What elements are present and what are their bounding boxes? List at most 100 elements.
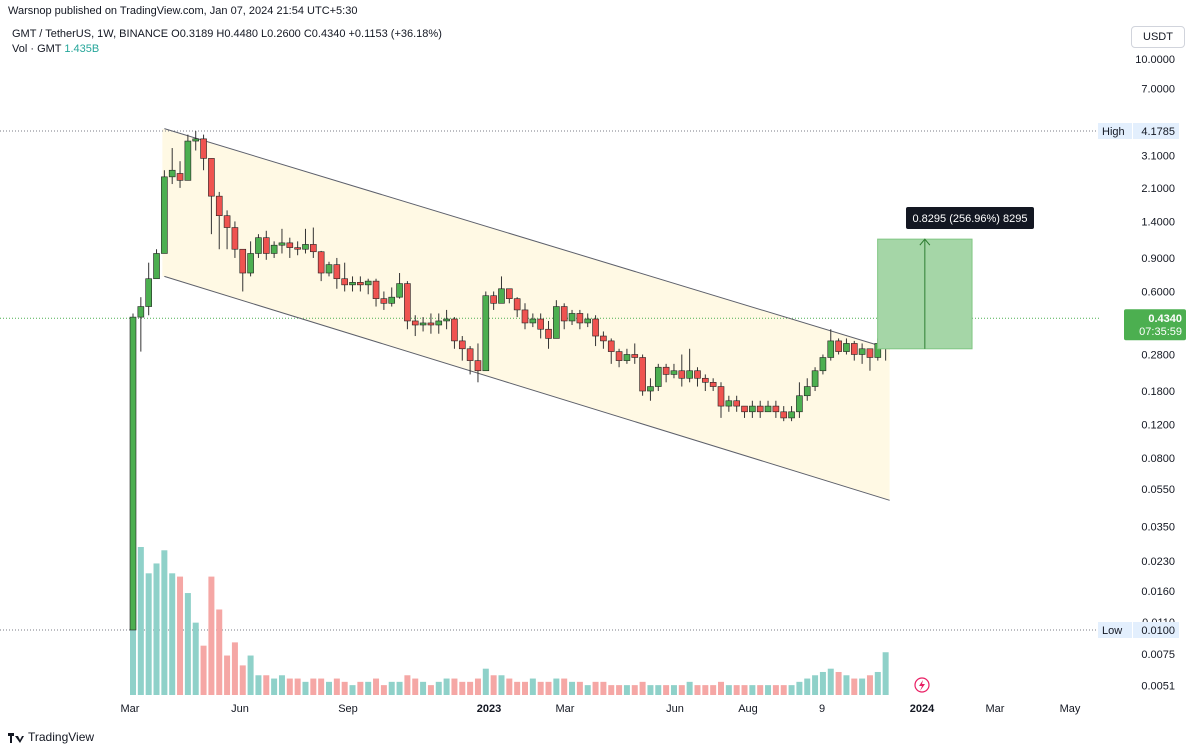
volume-bar (255, 675, 262, 695)
candle-body (294, 247, 301, 250)
volume-bar (247, 655, 254, 695)
time-tick-label: 2023 (477, 703, 501, 715)
candle-body (725, 400, 733, 407)
volume-legend[interactable]: Vol · GMT 1.435B (12, 43, 99, 55)
candle-body (647, 386, 654, 392)
volume-bar (765, 685, 772, 695)
candle-body (239, 248, 247, 274)
volume-bar (310, 678, 317, 695)
candle-body (545, 328, 552, 339)
price-tick-label: 1.4000 (1141, 216, 1175, 228)
candle-body (709, 382, 717, 387)
candle-body (145, 278, 152, 307)
price-tick-label: 3.1000 (1141, 151, 1175, 163)
volume-bar (725, 685, 732, 695)
candle-body (231, 227, 239, 250)
volume-bar (812, 675, 819, 695)
tradingview-logo[interactable]: TradingView (8, 730, 94, 744)
currency-selector[interactable]: USDT (1131, 26, 1185, 48)
volume-bar (177, 576, 184, 695)
candle-body (694, 370, 701, 379)
candle-body (631, 354, 639, 358)
volume-bar (231, 642, 238, 695)
volume-bar (529, 678, 536, 695)
candle-body (357, 282, 364, 286)
price-tick-label: 0.0800 (1141, 453, 1175, 465)
volume-bar (184, 593, 191, 695)
price-tick-label: 0.0350 (1141, 521, 1175, 533)
price-tick-label: 0.0075 (1141, 649, 1175, 661)
candle-body (670, 370, 678, 375)
candle-body (702, 377, 709, 383)
candle-body (349, 282, 356, 286)
volume-bar (710, 685, 717, 695)
volume-bar (451, 678, 458, 695)
candle-body (404, 283, 411, 322)
volume-value: 1.435B (64, 43, 100, 55)
volume-bar (780, 685, 787, 695)
candle-body (607, 340, 615, 352)
volume-bar (490, 675, 497, 695)
candle-body (223, 215, 231, 228)
volume-bar (294, 678, 301, 695)
volume-bar (333, 678, 340, 695)
volume-bar (278, 675, 285, 695)
candle-body (811, 370, 819, 387)
price-tick-label: 0.0160 (1141, 586, 1175, 598)
volume-bar (545, 681, 552, 695)
price-tick-label: 10.0000 (1135, 54, 1175, 66)
high-label-bg (1098, 123, 1132, 139)
candle-body (262, 237, 270, 254)
volume-bar (365, 681, 372, 695)
candle-body (553, 306, 560, 339)
lightning-glyph (919, 680, 925, 691)
measure-arrowhead (919, 238, 931, 246)
volume-bar (843, 675, 850, 695)
symbol-legend[interactable]: GMT / TetherUS, 1W, BINANCE O0.3189 H0.4… (12, 28, 442, 40)
candle-body (388, 296, 396, 304)
last-price-badge (1124, 309, 1186, 341)
candle-body (537, 318, 544, 330)
candle-body (506, 288, 513, 299)
volume-bar (608, 685, 615, 695)
candle-body (576, 313, 584, 324)
volume-bar (623, 685, 630, 695)
candle-body (255, 237, 262, 254)
high-value: 4.1785 (1141, 126, 1175, 138)
candle-body (364, 280, 372, 286)
volume-bar (616, 685, 623, 695)
volume-bar (647, 685, 654, 695)
candle-body (568, 313, 576, 322)
volume-bar (718, 681, 724, 695)
volume-bar (318, 678, 325, 695)
price-tick-label: 0.1800 (1141, 386, 1175, 398)
candle-body (741, 405, 748, 413)
volume-bar (263, 675, 270, 695)
volume-bar (200, 645, 207, 695)
last-price-label: 0.4340 (1148, 313, 1182, 325)
candle-body (584, 318, 592, 324)
volume-bar (357, 681, 364, 695)
volume-bar (639, 681, 646, 695)
volume-bar (216, 609, 223, 695)
volume-bar (474, 678, 481, 695)
candle-body (137, 306, 145, 318)
volume-bar (271, 678, 278, 695)
price-tick-label: 7.0000 (1141, 83, 1175, 95)
volume-bar (388, 681, 395, 695)
volume-bar (514, 681, 521, 695)
volume-bar (749, 685, 756, 695)
volume-bar (341, 681, 348, 695)
candle-body (850, 343, 858, 355)
candle-body (592, 318, 599, 337)
countdown-label: 07:35:59 (1139, 326, 1182, 338)
volume-bar (506, 678, 513, 695)
candle-body (396, 283, 403, 298)
candle-body (788, 411, 795, 419)
candle-body (639, 357, 646, 392)
time-tick-label: Sep (338, 703, 358, 715)
volume-bar (153, 563, 160, 695)
volume-bar (741, 685, 748, 695)
volume-bar (239, 665, 246, 695)
